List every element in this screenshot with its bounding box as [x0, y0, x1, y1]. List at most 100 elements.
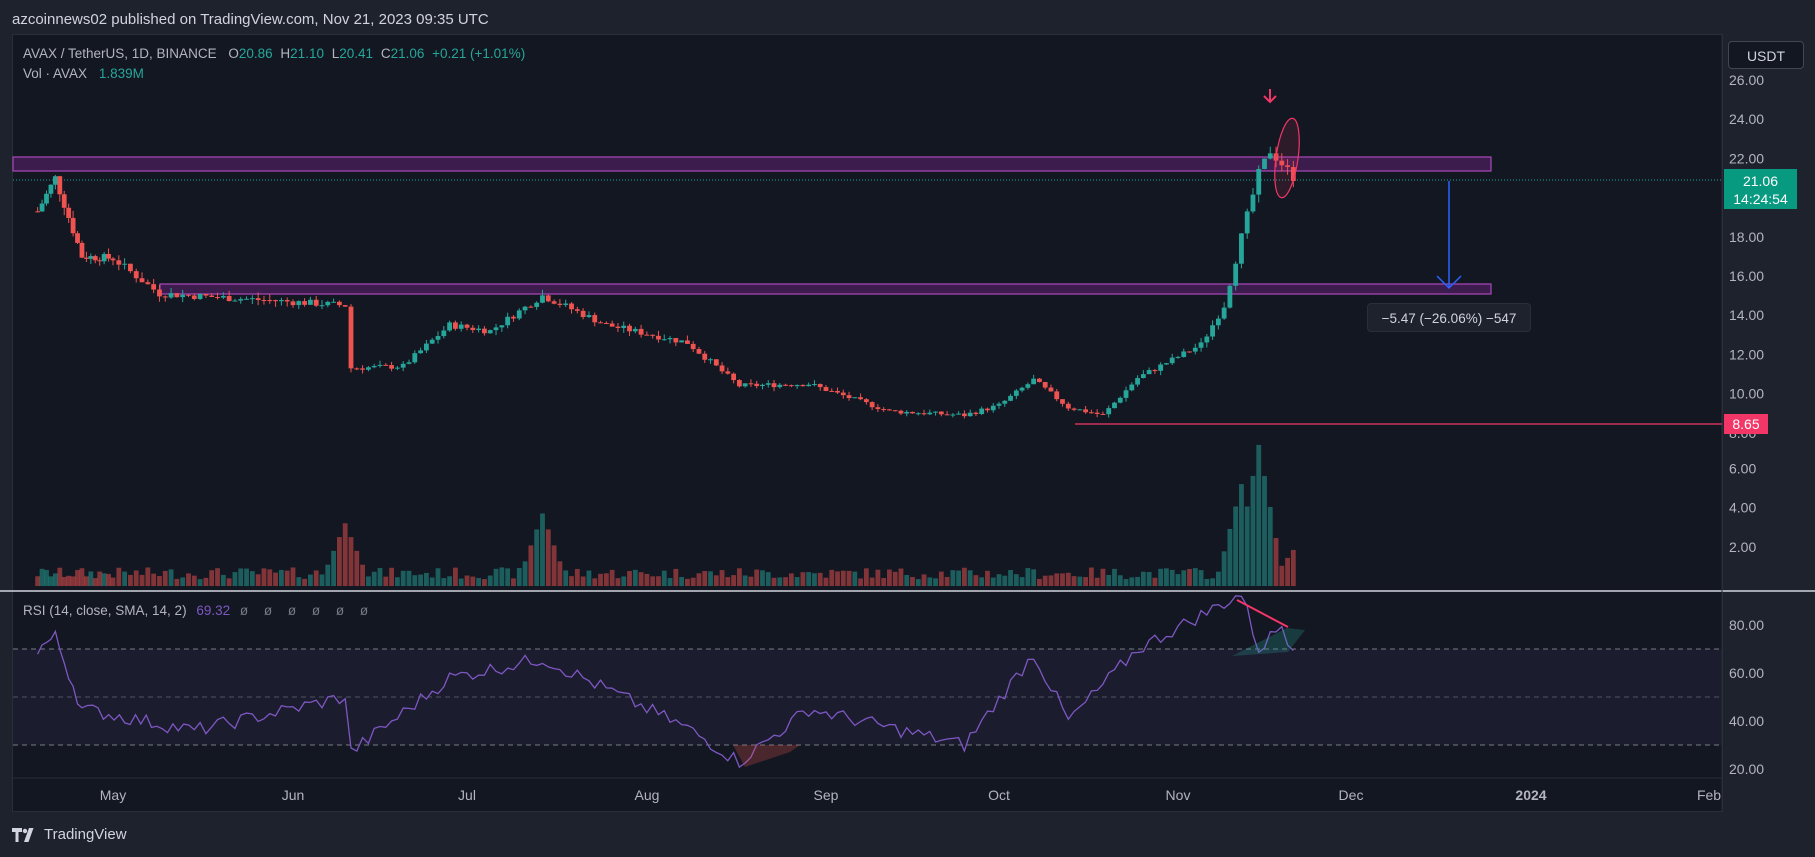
volume-bar	[938, 571, 944, 586]
candle-body	[180, 294, 186, 298]
volume-bar	[354, 550, 360, 586]
measure-label: −5.47 (−26.06%) −547	[1367, 303, 1531, 332]
candle-body	[331, 301, 336, 303]
volume-bar	[1140, 571, 1146, 586]
candle-body	[690, 343, 696, 350]
volume-bar	[545, 529, 551, 586]
candle-body	[70, 217, 76, 234]
rsi-divergence-line[interactable]	[1236, 599, 1289, 628]
volume-bar	[325, 564, 331, 586]
candle-body	[482, 328, 487, 334]
candle-body	[990, 405, 996, 411]
candle-body	[238, 299, 244, 301]
candle-body	[400, 363, 406, 368]
candle-body	[921, 413, 927, 415]
volume-bar	[1273, 538, 1279, 586]
candle-body	[702, 353, 708, 360]
volume-bar	[875, 569, 881, 586]
volume-bar	[453, 567, 458, 586]
time-axis-tick: Jun	[282, 787, 305, 803]
volume-bar	[79, 568, 85, 586]
candle-body	[1204, 336, 1210, 343]
volume-bar	[35, 576, 41, 586]
volume-bar	[1239, 484, 1244, 586]
volume-bar	[765, 572, 771, 586]
volume-bar	[39, 568, 45, 586]
candle-body	[61, 194, 67, 208]
volume-bar	[203, 577, 209, 586]
candle-body	[186, 294, 191, 296]
tradingview-brand: TradingView	[44, 826, 127, 843]
candle-body	[1285, 165, 1290, 168]
candle-body	[453, 322, 458, 329]
tradingview-logo-icon	[12, 827, 34, 842]
volume-bar	[61, 576, 67, 586]
top-circle-annotation[interactable]	[1271, 117, 1304, 199]
candle-body	[534, 302, 540, 307]
resistance-zone[interactable]	[12, 156, 1492, 172]
candle-body	[522, 306, 528, 311]
candle-body	[209, 295, 215, 298]
candle-body	[621, 325, 627, 328]
time-axis-tick: May	[100, 787, 126, 803]
volume-bar	[823, 577, 829, 586]
candle-body	[574, 309, 580, 311]
volume-bar	[685, 578, 690, 586]
volume-bar	[921, 574, 927, 586]
volume-axis-tick: 6.00	[1729, 460, 1756, 476]
candle-body	[846, 395, 852, 399]
candle-body	[406, 362, 412, 364]
volume-label[interactable]: Vol · AVAX	[23, 66, 88, 81]
symbol-label[interactable]: AVAX / TetherUS, 1D, BINANCE	[23, 46, 217, 61]
candle-body	[493, 327, 499, 331]
volume-bar	[892, 571, 898, 586]
candle-body	[139, 278, 145, 283]
volume-bar	[499, 567, 505, 586]
candle-body	[840, 392, 846, 396]
candle-body	[168, 293, 174, 298]
candle-body	[395, 367, 400, 369]
candle-body	[1256, 168, 1262, 195]
candle-body	[806, 384, 812, 387]
volume-bar	[458, 578, 464, 586]
volume-bar	[627, 571, 632, 586]
candle-body	[650, 334, 656, 336]
volume-bar	[261, 568, 267, 586]
candle-body	[371, 365, 377, 368]
volume-bar	[528, 545, 534, 586]
volume-bar	[656, 576, 661, 586]
candle-body	[985, 408, 990, 411]
low-value: 20.41	[339, 46, 374, 61]
down-arrow-icon	[1263, 89, 1277, 104]
candle-body	[962, 413, 967, 417]
time-axis-tick: Nov	[1166, 787, 1191, 803]
volume-bar	[1123, 579, 1129, 586]
candle-body	[1215, 318, 1221, 326]
candle-body	[366, 367, 371, 370]
currency-button[interactable]: USDT	[1728, 41, 1804, 69]
candle-body	[944, 414, 950, 416]
close-value: 21.06	[390, 46, 425, 61]
candle-body	[157, 289, 162, 297]
volume-bar	[609, 569, 615, 586]
tradingview-logo[interactable]: TradingView	[12, 826, 127, 843]
volume-bar	[1071, 576, 1077, 586]
candle-body	[1077, 409, 1083, 411]
candle-body	[1094, 412, 1100, 414]
volume-bar	[569, 576, 574, 586]
volume-bar	[278, 569, 284, 586]
time-axis-tick: Sep	[814, 787, 839, 803]
volume-bar	[1054, 573, 1060, 586]
candle-body	[145, 282, 151, 285]
volume-bar	[522, 561, 528, 586]
candle-body	[226, 295, 232, 301]
volume-bar	[910, 577, 915, 586]
support-zone[interactable]	[159, 283, 1492, 295]
candle-body	[447, 322, 452, 331]
candle-body	[1227, 285, 1233, 308]
candle-body	[875, 407, 881, 410]
volume-bar	[1290, 549, 1296, 586]
rsi-label[interactable]: RSI (14, close, SMA, 14, 2)	[23, 603, 187, 618]
volume-bar	[788, 573, 794, 586]
